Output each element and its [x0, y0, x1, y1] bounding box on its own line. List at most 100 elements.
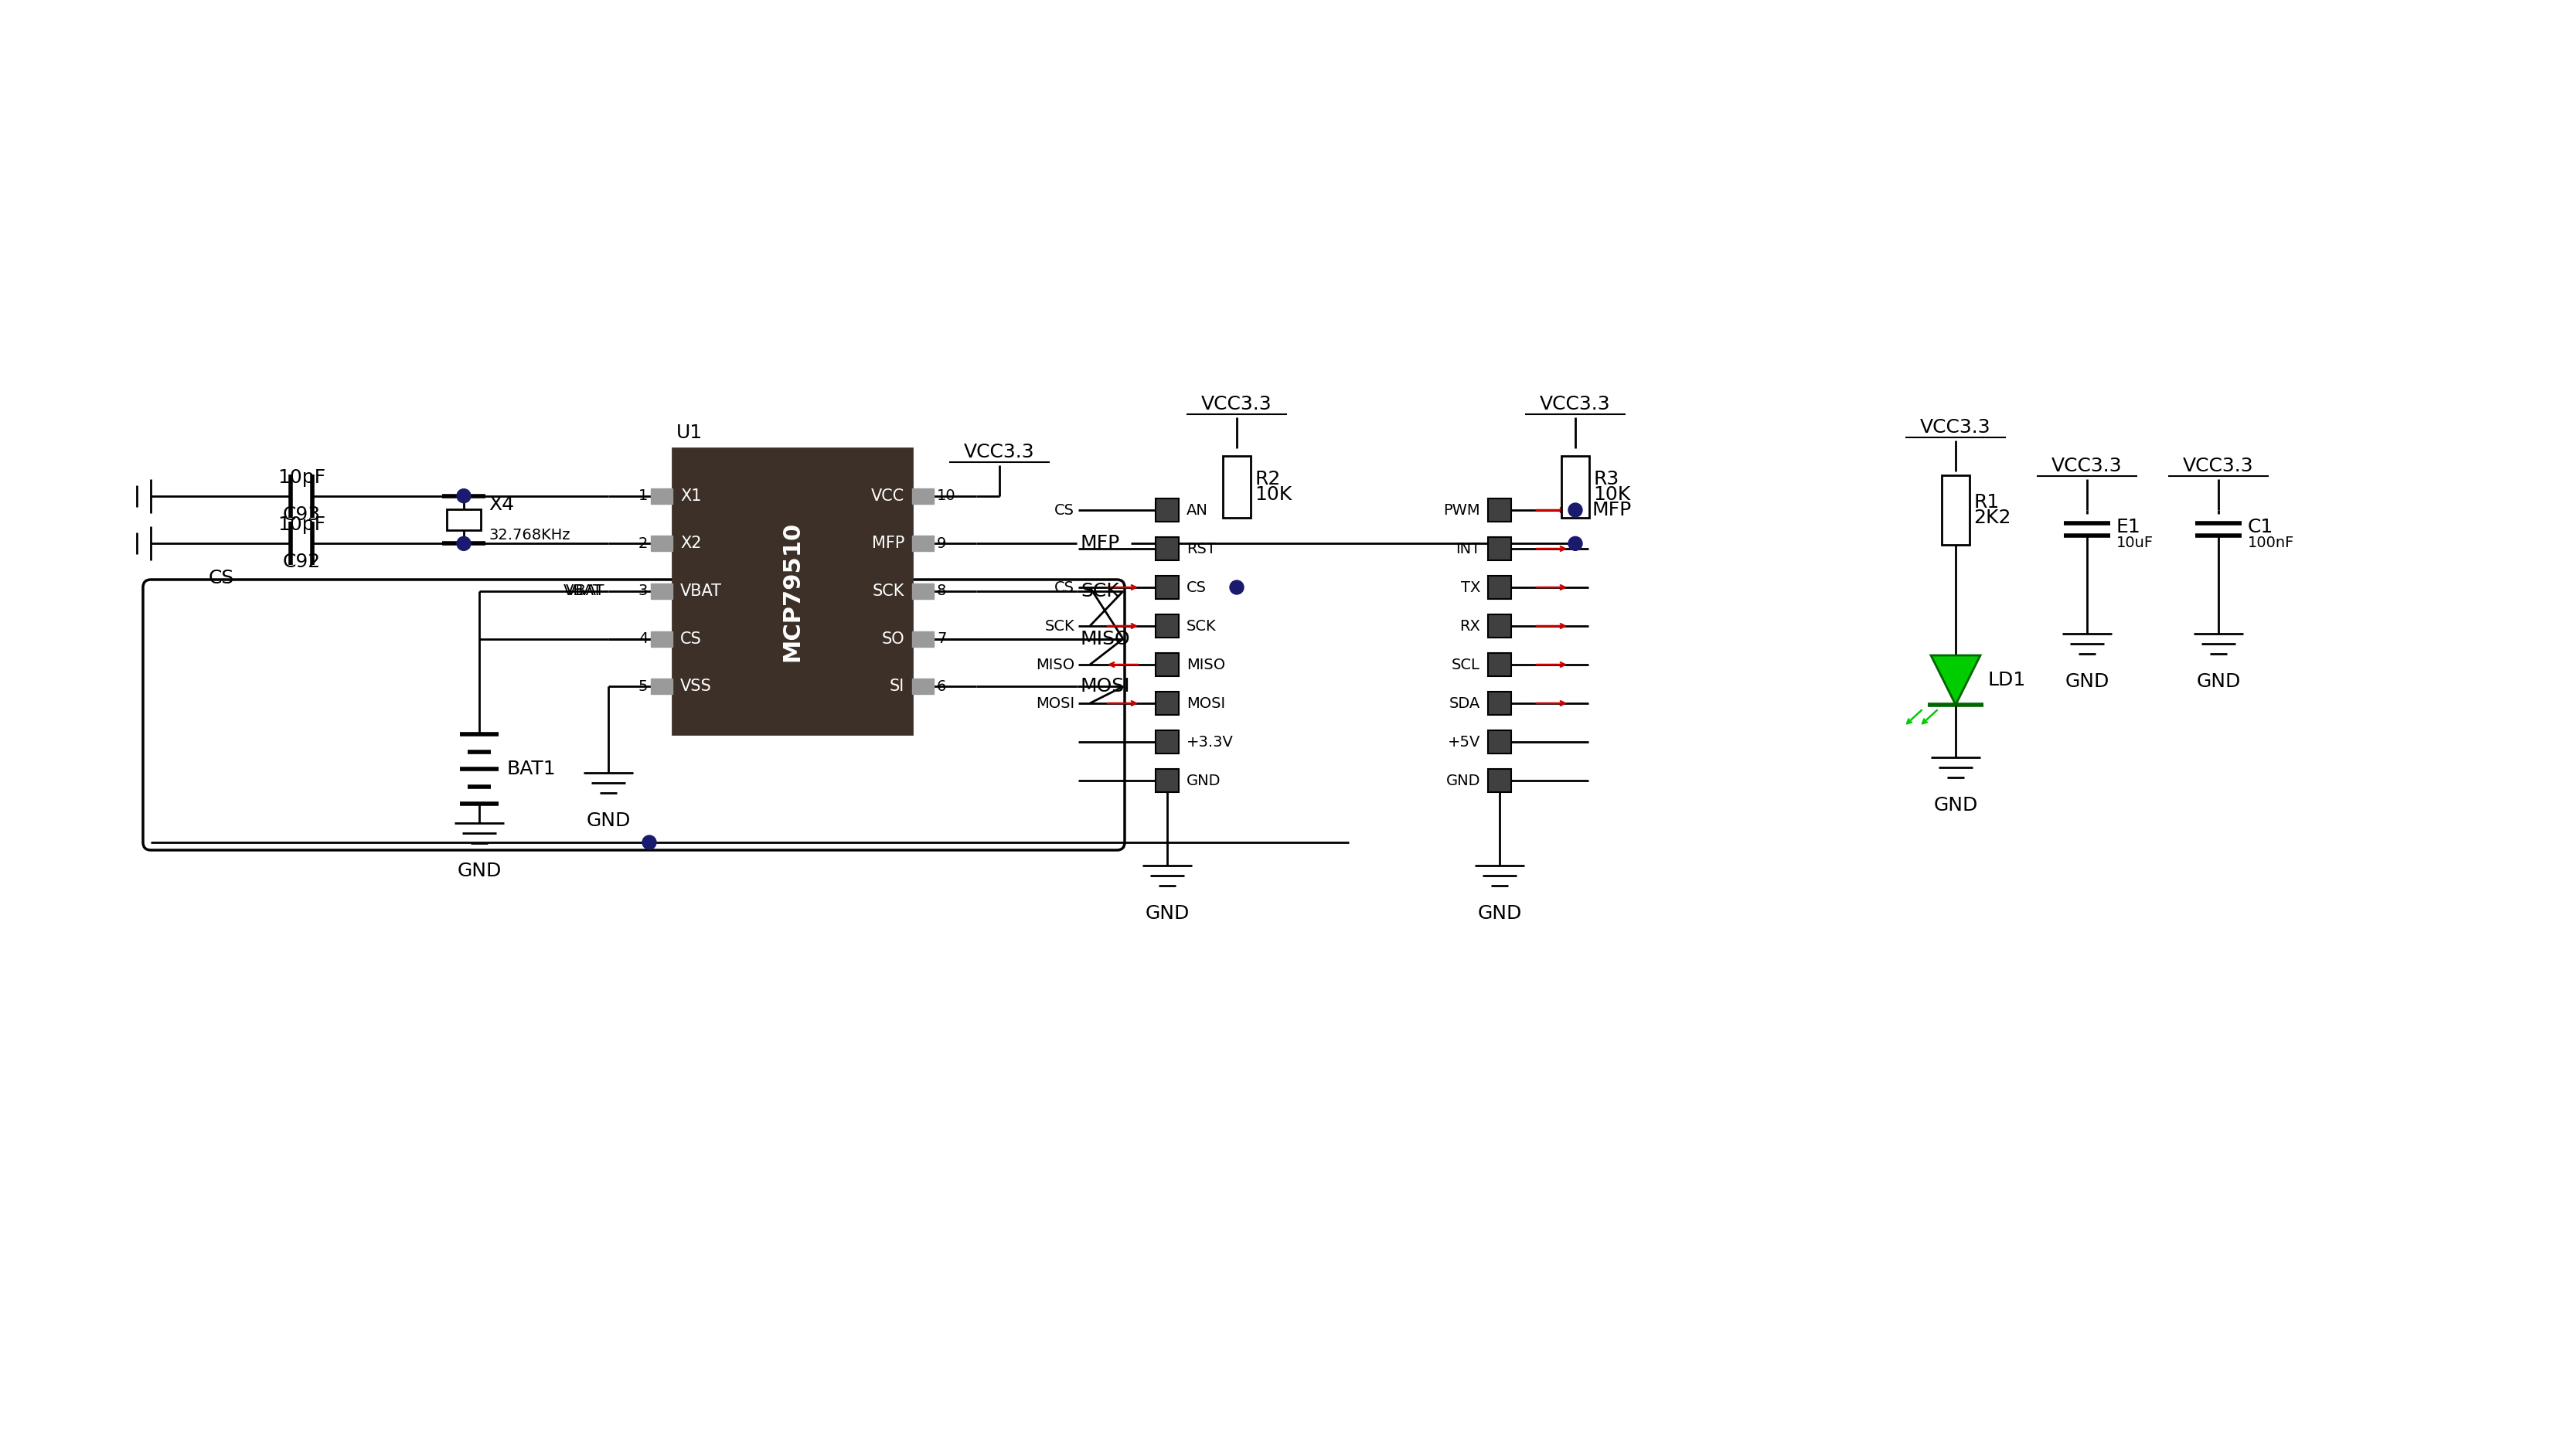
- Text: CS: CS: [210, 569, 235, 587]
- Bar: [1156, 769, 1179, 792]
- Text: +3.3V: +3.3V: [1186, 735, 1232, 750]
- Bar: [1488, 537, 1511, 561]
- Text: MISO: MISO: [1186, 657, 1225, 673]
- Text: VCC3.3: VCC3.3: [1202, 395, 1273, 414]
- Circle shape: [642, 836, 657, 849]
- Bar: [1488, 692, 1511, 715]
- Text: 7: 7: [936, 632, 946, 646]
- Text: E1: E1: [2117, 518, 2140, 536]
- Text: MOSI: MOSI: [1186, 696, 1225, 711]
- Text: R3: R3: [1593, 470, 1619, 488]
- Text: TX: TX: [1460, 579, 1481, 594]
- Bar: [1488, 614, 1511, 638]
- Text: MFP: MFP: [1082, 534, 1120, 553]
- Text: GND: GND: [1478, 904, 1521, 923]
- Text: 10pF: 10pF: [279, 515, 325, 534]
- Text: INT: INT: [1455, 542, 1481, 556]
- Bar: [1488, 769, 1511, 792]
- Text: 5: 5: [639, 678, 647, 695]
- Text: MFP: MFP: [872, 536, 905, 552]
- Text: 2K2: 2K2: [1974, 508, 2010, 527]
- Text: PWM: PWM: [1445, 502, 1481, 517]
- Text: SCK: SCK: [1082, 582, 1120, 600]
- Text: VCC3.3: VCC3.3: [2051, 457, 2122, 475]
- Text: CS: CS: [1186, 579, 1207, 594]
- Text: MISO: MISO: [1036, 657, 1074, 673]
- Bar: [1488, 575, 1511, 598]
- Bar: [1156, 575, 1179, 598]
- Text: U1: U1: [678, 424, 703, 443]
- Text: VBAT: VBAT: [563, 584, 601, 598]
- Text: 100nF: 100nF: [2248, 536, 2294, 550]
- Circle shape: [1230, 581, 1243, 594]
- Bar: [1222, 456, 1250, 518]
- Text: SCK: SCK: [1046, 619, 1074, 633]
- Text: 9: 9: [936, 536, 946, 550]
- Bar: [652, 630, 672, 646]
- Text: SCL: SCL: [1452, 657, 1481, 673]
- Text: SCK: SCK: [1186, 619, 1217, 633]
- Text: 32.768KHz: 32.768KHz: [488, 529, 570, 543]
- Text: GND: GND: [458, 862, 501, 881]
- Bar: [1488, 731, 1511, 754]
- Bar: [1156, 614, 1179, 638]
- Circle shape: [1567, 537, 1583, 550]
- Text: MCP79510: MCP79510: [780, 521, 803, 661]
- Bar: [913, 584, 933, 598]
- Text: X4: X4: [488, 495, 514, 514]
- Bar: [1156, 654, 1179, 676]
- Circle shape: [458, 489, 470, 502]
- Text: VCC3.3: VCC3.3: [964, 443, 1036, 462]
- Text: 4: 4: [639, 632, 647, 646]
- Bar: [672, 448, 913, 734]
- Text: 6: 6: [936, 678, 946, 695]
- Text: 10uF: 10uF: [2117, 536, 2153, 550]
- Text: LD1: LD1: [1989, 671, 2025, 689]
- Circle shape: [1567, 504, 1583, 517]
- Text: 10K: 10K: [1593, 485, 1631, 504]
- Text: C1: C1: [2248, 518, 2273, 536]
- Text: CS: CS: [680, 630, 701, 646]
- Text: VCC3.3: VCC3.3: [1539, 395, 1611, 414]
- Text: GND: GND: [2196, 673, 2240, 692]
- Text: R2: R2: [1255, 470, 1281, 488]
- Text: VCC3.3: VCC3.3: [2184, 457, 2253, 475]
- Text: C92: C92: [281, 553, 320, 571]
- Text: 10K: 10K: [1255, 485, 1291, 504]
- Text: 1: 1: [639, 489, 647, 504]
- Text: SO: SO: [882, 630, 905, 646]
- Text: VBAT: VBAT: [565, 584, 603, 598]
- Text: VCC3.3: VCC3.3: [1920, 418, 1992, 437]
- Bar: [1941, 475, 1969, 545]
- Text: RST: RST: [1186, 542, 1215, 556]
- Bar: [1156, 537, 1179, 561]
- Bar: [913, 536, 933, 552]
- Text: MFP: MFP: [1593, 501, 1631, 520]
- Text: GND: GND: [1186, 773, 1220, 788]
- Text: 10: 10: [936, 489, 956, 504]
- Text: X1: X1: [680, 488, 701, 504]
- Text: 8: 8: [936, 584, 946, 598]
- Bar: [652, 678, 672, 695]
- Text: VSS: VSS: [680, 678, 711, 695]
- Bar: [1156, 498, 1179, 521]
- Bar: [913, 488, 933, 504]
- Bar: [652, 584, 672, 598]
- Bar: [1488, 654, 1511, 676]
- Text: RX: RX: [1460, 619, 1481, 633]
- Text: CS: CS: [1053, 579, 1074, 594]
- Bar: [1156, 692, 1179, 715]
- Bar: [652, 536, 672, 552]
- Text: VCC: VCC: [872, 488, 905, 504]
- Text: 3: 3: [639, 584, 647, 598]
- Bar: [1562, 456, 1590, 518]
- Text: MOSI: MOSI: [1082, 677, 1130, 696]
- Text: VBAT: VBAT: [680, 584, 721, 598]
- Text: SDA: SDA: [1450, 696, 1481, 711]
- Circle shape: [458, 537, 470, 550]
- Text: C93: C93: [281, 505, 320, 524]
- Text: GND: GND: [2066, 673, 2110, 692]
- Text: R1: R1: [1974, 494, 2000, 511]
- Text: GND: GND: [1146, 904, 1189, 923]
- Bar: [1488, 498, 1511, 521]
